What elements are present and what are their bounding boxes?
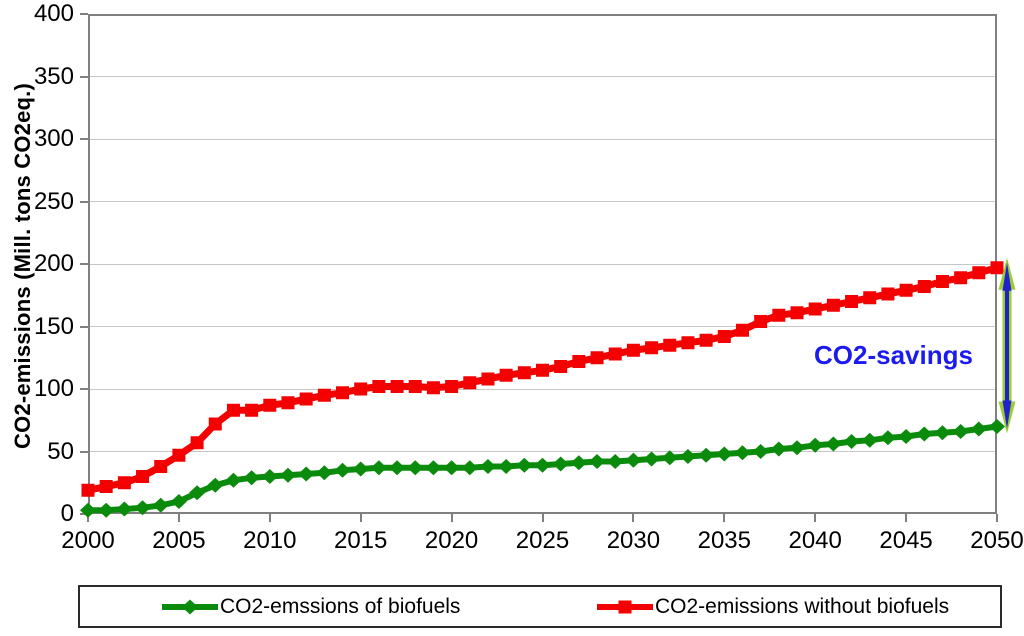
x-tick-mark	[450, 514, 453, 522]
legend-box: CO2-emssions of biofuels CO2-emissions w…	[78, 585, 1002, 628]
x-tick-label: 2020	[424, 527, 479, 554]
legend-label-biofuels: CO2-emssions of biofuels	[220, 594, 461, 618]
y-tick-mark	[80, 138, 88, 140]
x-tick-label: 2025	[515, 527, 570, 554]
x-tick-label: 2030	[606, 527, 661, 554]
y-tick-label: 100	[33, 375, 74, 402]
y-tick-label: 300	[33, 125, 74, 152]
red-square-line-sample-icon	[597, 600, 653, 613]
gridline	[90, 263, 995, 265]
x-tick-mark	[87, 514, 89, 522]
x-tick-label: 2005	[152, 527, 206, 554]
y-tick-mark	[80, 13, 88, 15]
y-tick-label: 200	[33, 250, 74, 277]
y-tick-label: 400	[33, 0, 74, 27]
x-tick-mark	[268, 514, 271, 522]
legend-label-without-biofuels: CO2-emissions without biofuels	[655, 594, 950, 618]
savings-arrow-outline-head-bottom	[998, 401, 1016, 434]
savings-arrow-inner-head-bottom	[1002, 400, 1012, 429]
savings-arrow-outline-head-top	[998, 257, 1016, 290]
y-tick-mark	[80, 325, 88, 328]
legend-item-biofuels: CO2-emssions of biofuels	[162, 587, 460, 626]
gridline	[90, 388, 995, 390]
gridline	[90, 138, 995, 140]
x-tick-mark	[632, 514, 635, 522]
x-tick-mark	[177, 514, 180, 522]
legend-item-without-biofuels: CO2-emissions without biofuels	[597, 587, 949, 626]
x-tick-label: 2050	[970, 527, 1024, 554]
gridline	[90, 201, 995, 202]
y-tick-label: 150	[33, 312, 74, 340]
gridline	[90, 326, 995, 327]
y-tick-mark	[80, 75, 88, 78]
gridline	[90, 76, 995, 77]
co2-savings-annotation: CO2-savings	[814, 340, 973, 370]
x-tick-mark	[723, 514, 726, 522]
x-tick-mark	[996, 514, 998, 522]
y-tick-label: 350	[33, 62, 74, 90]
x-tick-mark	[905, 514, 908, 522]
y-tick-mark	[80, 450, 88, 453]
x-tick-mark	[814, 514, 817, 522]
x-tick-mark	[541, 514, 544, 522]
green-diamond-line-sample-icon	[162, 599, 218, 614]
x-tick-label: 2010	[243, 527, 297, 554]
legend-diamond-marker	[182, 599, 198, 614]
savings-arrow-inner-head-top	[1002, 262, 1012, 291]
x-tick-label: 2015	[333, 527, 388, 554]
y-tick-label: 0	[60, 500, 74, 527]
y-tick-label: 50	[47, 437, 74, 465]
x-tick-label: 2000	[61, 527, 115, 554]
y-tick-mark	[80, 388, 88, 390]
legend-square-marker	[618, 600, 632, 613]
gridline	[90, 451, 995, 452]
y-tick-mark	[80, 200, 88, 203]
y-tick-label: 250	[33, 187, 74, 215]
x-tick-label: 2040	[788, 527, 842, 554]
y-tick-mark	[80, 263, 88, 265]
x-tick-mark	[359, 514, 362, 522]
x-tick-label: 2045	[879, 527, 933, 554]
x-tick-label: 2035	[697, 527, 751, 554]
